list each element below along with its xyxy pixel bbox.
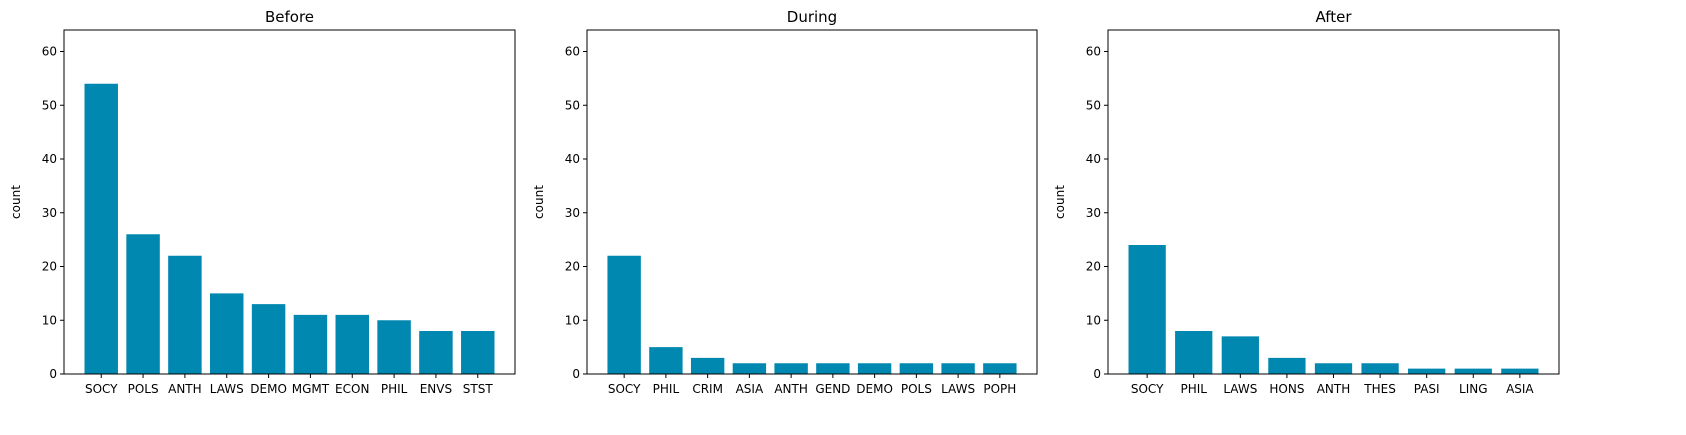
x-tick-label: ENVS [420, 382, 452, 396]
bar-socy [607, 255, 641, 374]
bar-stst [461, 331, 495, 374]
x-tick-label: LAWS [941, 382, 975, 396]
x-tick-label: PASI [1414, 382, 1440, 396]
y-tick-label: 60 [42, 45, 57, 59]
subplot-1: 0 10 20 30 40 50 60 SOCY PHIL CRIM ASIA ANTH GEND DEM… [532, 8, 1038, 396]
bar-laws [210, 293, 244, 374]
bar-pols [126, 234, 160, 374]
y-tick-label: 20 [42, 260, 57, 274]
bar-laws [941, 363, 975, 374]
x-tick-label: ASIA [736, 382, 764, 396]
bar-phil [377, 320, 411, 374]
x-tick-label: LAWS [1223, 382, 1257, 396]
x-tick-label: SOCY [608, 382, 641, 396]
y-tick-label: 60 [565, 45, 580, 59]
x-tick-label: DEMO [250, 382, 287, 396]
x-tick-label: POPH [983, 382, 1016, 396]
bar-envs [419, 331, 453, 374]
x-tick-label: PHIL [1180, 382, 1207, 396]
y-tick-label: 60 [1086, 45, 1101, 59]
y-tick-label: 10 [1086, 313, 1101, 327]
bar-ling [1454, 368, 1492, 374]
axes-frame [63, 29, 516, 375]
bar-demo [251, 304, 286, 374]
bar-pols [899, 363, 934, 374]
y-tick-label: 10 [42, 313, 57, 327]
x-tick-label: ANTH [1317, 382, 1351, 396]
bar-laws [1221, 336, 1259, 374]
bar-socy [84, 83, 118, 374]
subplot-0: 0 10 20 30 40 50 60 SOCY POLS ANTH LAWS DEMO MGMT ECO… [9, 8, 516, 396]
x-tick-label: ECON [335, 382, 369, 396]
bar-econ [335, 314, 369, 374]
bar-poph [983, 363, 1017, 374]
bar-demo [857, 363, 892, 374]
y-tick-label: 20 [1086, 260, 1101, 274]
bar-anth [1314, 363, 1353, 374]
y-tick-label: 10 [565, 313, 580, 327]
y-axis-label: count [1053, 185, 1067, 219]
bar-anth [774, 363, 808, 374]
x-tick-label: POLS [128, 382, 159, 396]
bar-phil [1175, 331, 1213, 374]
x-tick-label: MGMT [292, 382, 330, 396]
x-tick-label: LAWS [210, 382, 244, 396]
x-tick-label: DEMO [856, 382, 893, 396]
axes-frame [1107, 29, 1560, 375]
bar-phil [649, 347, 683, 374]
x-tick-label: SOCY [1131, 382, 1164, 396]
x-tick-label: ANTH [168, 382, 202, 396]
bar-crim [690, 357, 725, 374]
y-tick-label: 30 [42, 206, 57, 220]
x-tick-label: PHIL [653, 382, 680, 396]
bar-pasi [1408, 368, 1446, 374]
y-tick-label: 30 [565, 206, 580, 220]
bar-thes [1361, 363, 1399, 374]
y-axis-label: count [9, 185, 23, 219]
bar-gend [816, 363, 850, 374]
y-tick-label: 0 [49, 367, 57, 381]
x-tick-label: GEND [815, 382, 850, 396]
x-tick-label: ANTH [774, 382, 808, 396]
subplot-2: 0 10 20 30 40 50 60 SOCY PHIL LAWS HONS ANTH THES PAS… [1053, 8, 1560, 396]
axes-frame [586, 29, 1038, 375]
chart-title: Before [265, 8, 314, 26]
y-tick-label: 30 [1086, 206, 1101, 220]
bar-asia [1501, 368, 1539, 374]
bar-socy [1128, 245, 1166, 374]
bar-anth [168, 255, 202, 374]
x-tick-label: ASIA [1506, 382, 1534, 396]
y-tick-label: 40 [42, 152, 57, 166]
y-tick-label: 0 [1093, 367, 1101, 381]
chart-title: During [787, 8, 837, 26]
y-tick-label: 0 [572, 367, 580, 381]
chart-title: After [1315, 8, 1352, 26]
x-tick-label: CRIM [692, 382, 723, 396]
x-tick-label: THES [1363, 382, 1396, 396]
bar-mgmt [293, 314, 328, 374]
x-tick-label: LING [1459, 382, 1488, 396]
x-tick-label: POLS [901, 382, 932, 396]
bar-hons [1268, 357, 1306, 374]
bar-asia [732, 363, 767, 374]
y-tick-label: 50 [565, 98, 580, 112]
x-tick-label: HONS [1269, 382, 1304, 396]
y-tick-label: 50 [1086, 98, 1101, 112]
x-tick-label: PHIL [381, 382, 408, 396]
y-tick-label: 40 [565, 152, 580, 166]
x-tick-label: STST [463, 382, 494, 396]
y-tick-label: 50 [42, 98, 57, 112]
y-axis-label: count [532, 185, 546, 219]
y-tick-label: 40 [1086, 152, 1101, 166]
x-tick-label: SOCY [85, 382, 118, 396]
y-tick-label: 20 [565, 260, 580, 274]
